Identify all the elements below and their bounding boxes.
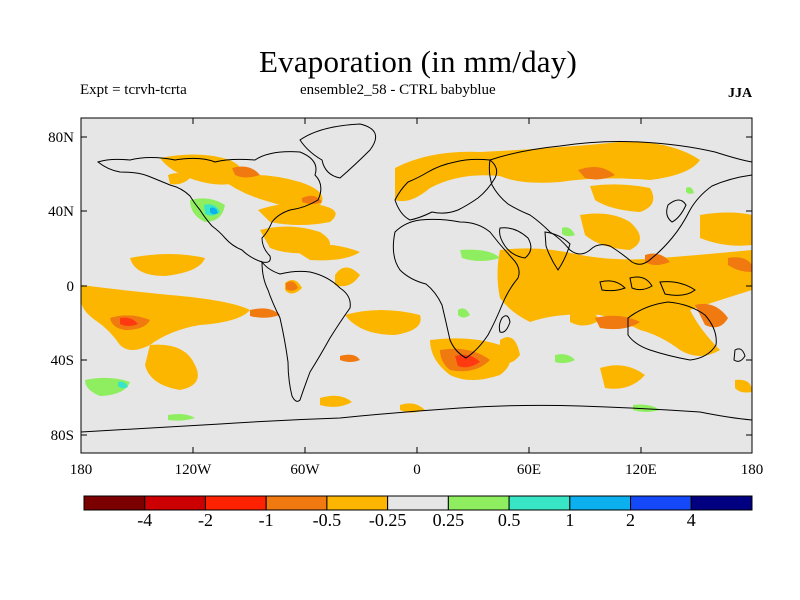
lat-label: 40S [51,353,74,369]
experiment-label: Expt = tcrvh-tcrta [80,82,187,98]
anomaly-negative-small [81,141,752,413]
coast-asia [488,141,753,265]
colorbar-swatch [508,495,571,511]
coast-arabia [499,227,532,259]
coastlines [80,123,753,433]
colorbar-label: 2 [626,510,636,530]
lat-label: 80S [51,428,74,444]
coast-indonesia [599,276,696,296]
ensemble-label: ensemble2_58 - CTRL babyblue [300,82,496,98]
colorbar-swatch [265,495,328,511]
lon-label: 0 [413,462,421,478]
colorbar-label: -2 [197,510,213,530]
coast-antarctica [80,404,753,433]
lon-label: 180 [741,462,764,478]
coast-madagascar [498,315,511,333]
coast-australia [627,301,717,361]
colorbar-swatch [569,495,632,511]
anomaly-fields [81,141,752,421]
lat-label: 80N [48,130,74,146]
coast-india [544,231,571,271]
lat-label: 40N [48,204,74,220]
lon-label: 60E [517,462,541,478]
coast-north-america [96,151,322,263]
colorbar-label: -0.25 [368,510,407,530]
colorbar-swatch [204,495,267,511]
colorbar-label: 4 [686,510,696,530]
coast-south-america [261,260,351,402]
colorbar-swatch [447,495,510,511]
colorbar-swatch [326,495,389,511]
colorbar-swatch [690,495,753,511]
coast-japan [666,199,687,223]
lat-labels: 80N 40N 0 40S 80S [48,130,74,444]
coast-europe [394,158,498,221]
colorbar-swatch [630,495,692,511]
axis-ticks [81,118,752,453]
colorbar-label: -0.5 [312,510,342,530]
colorbar-swatch [83,495,146,511]
coast-greenland [299,123,377,179]
colorbar-swatch [144,495,206,511]
lon-label: 120W [175,462,213,478]
map-title: Evaporation (in mm/day) [259,44,577,79]
lon-label: 180 [70,462,93,478]
colorbar-label: 1 [565,510,575,530]
anomaly-negative-large [120,317,480,368]
lon-label: 120E [625,462,657,478]
colorbar-label: -1 [258,510,274,530]
lat-label: 0 [67,279,75,295]
coast-africa [392,218,520,359]
lon-labels: 180 120W 60W 0 60E 120E 180 [70,462,764,478]
season-label: JJA [728,86,753,101]
colorbar-label: -4 [137,510,153,530]
colorbar-label: 0.5 [497,510,521,530]
colorbar-swatch [387,495,449,511]
colorbar-label: 0.25 [432,510,465,530]
coast-new-zealand [733,348,746,362]
lon-label: 60W [290,462,320,478]
anomaly-positive-large [210,207,218,215]
colorbar [83,495,753,511]
